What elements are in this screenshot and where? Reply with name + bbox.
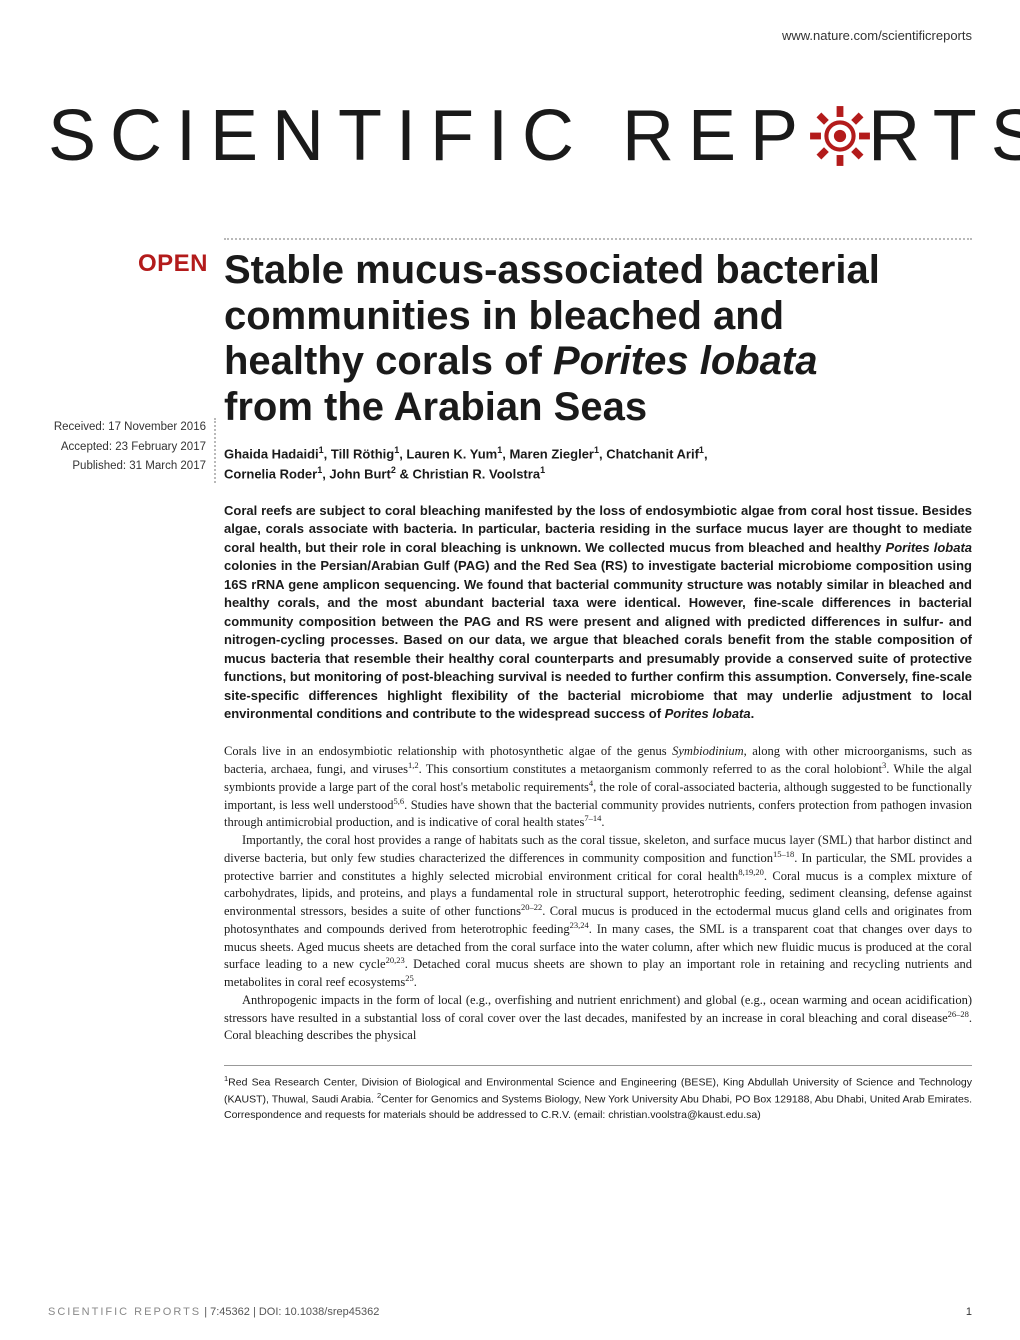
journal-logo: SCIENTIFIC REP bbox=[48, 95, 972, 177]
content-row: OPEN Received: 17 November 2016 Accepted… bbox=[0, 238, 1020, 1123]
footer-citation: SCIENTIFIC REPORTS | 7:45362 | DOI: 10.1… bbox=[48, 1306, 379, 1318]
page-number: 1 bbox=[966, 1306, 972, 1318]
logo-part2: REP bbox=[622, 95, 812, 177]
logo-part3: RTS bbox=[868, 95, 1020, 177]
title-line2: communities in bleached and bbox=[224, 294, 784, 338]
title-line3-em: Porites lobata bbox=[553, 339, 818, 383]
main-column: Stable mucus-associated bacterial commun… bbox=[224, 248, 972, 1123]
gear-icon bbox=[806, 102, 874, 170]
affiliations: 1Red Sea Research Center, Division of Bi… bbox=[224, 1065, 972, 1123]
footer-journal: SCIENTIFIC REPORTS bbox=[48, 1306, 201, 1318]
paragraph-3: Anthropogenic impacts in the form of loc… bbox=[224, 992, 972, 1045]
logo-text: SCIENTIFIC REP bbox=[48, 95, 972, 177]
paragraph-1: Corals live in an endosymbiotic relation… bbox=[224, 743, 972, 832]
logo-spacer bbox=[588, 95, 622, 177]
title-line4: from the Arabian Seas bbox=[224, 385, 647, 429]
authors-line2: Cornelia Roder1, John Burt2 & Christian … bbox=[224, 464, 972, 484]
publication-dates: Received: 17 November 2016 Accepted: 23 … bbox=[48, 418, 216, 483]
date-accepted: Accepted: 23 February 2017 bbox=[48, 438, 206, 458]
authors-line1: Ghaida Hadaidi1, Till Röthig1, Lauren K.… bbox=[224, 444, 972, 464]
page-footer: SCIENTIFIC REPORTS | 7:45362 | DOI: 10.1… bbox=[48, 1306, 972, 1318]
article-title: Stable mucus-associated bacterial commun… bbox=[224, 248, 972, 430]
page-container: www.nature.com/scientificreports SCIENTI… bbox=[0, 0, 1020, 1340]
paragraph-2: Importantly, the coral host provides a r… bbox=[224, 832, 972, 992]
date-received: Received: 17 November 2016 bbox=[48, 418, 206, 438]
abstract: Coral reefs are subject to coral bleachi… bbox=[224, 502, 972, 723]
open-access-badge: OPEN bbox=[48, 250, 208, 278]
logo-part1: SCIENTIFIC bbox=[48, 95, 588, 177]
header-url[interactable]: www.nature.com/scientificreports bbox=[782, 28, 972, 43]
date-published: Published: 31 March 2017 bbox=[48, 457, 206, 477]
author-list: Ghaida Hadaidi1, Till Röthig1, Lauren K.… bbox=[224, 444, 972, 484]
title-line3-pre: healthy corals of bbox=[224, 339, 553, 383]
footer-doi: | 7:45362 | DOI: 10.1038/srep45362 bbox=[201, 1306, 379, 1318]
left-column: OPEN Received: 17 November 2016 Accepted… bbox=[48, 250, 208, 483]
dotted-divider bbox=[224, 238, 972, 240]
title-line1: Stable mucus-associated bacterial bbox=[224, 248, 880, 292]
body-text: Corals live in an endosymbiotic relation… bbox=[224, 743, 972, 1045]
